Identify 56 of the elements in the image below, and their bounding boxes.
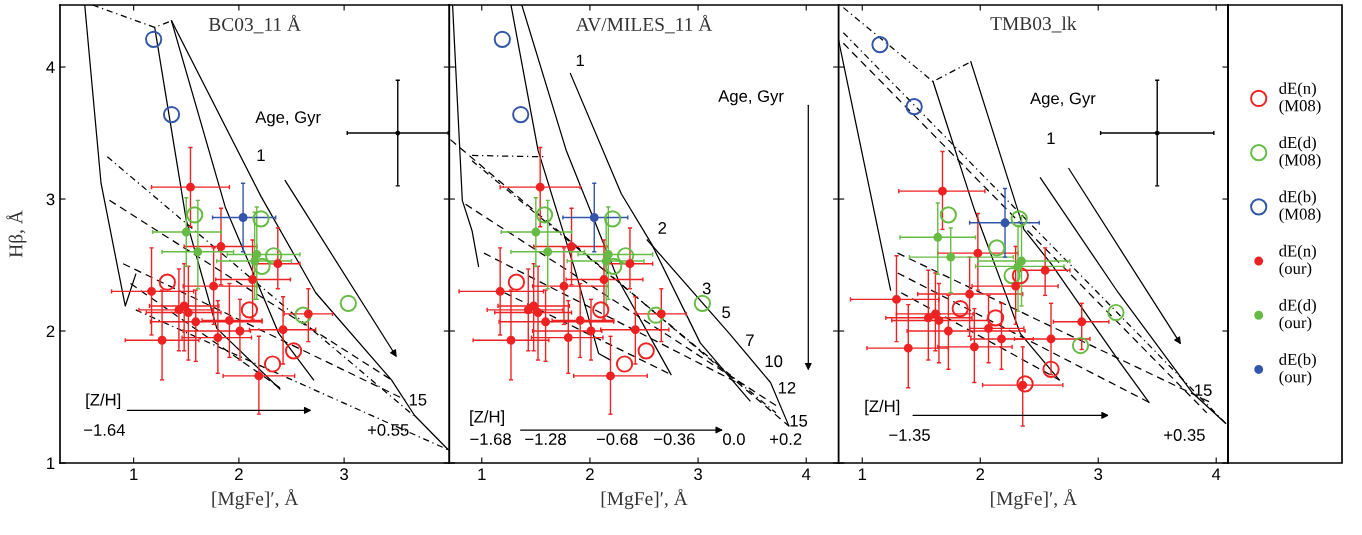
annotation: 3	[702, 282, 711, 295]
legend-label: dE(d) (M08)	[1279, 136, 1321, 169]
y-tick-label: 4	[46, 61, 55, 74]
annotation: +0.35	[1164, 429, 1205, 441]
chart-title: BC03_11 Å	[208, 14, 301, 34]
annotation: 2	[658, 222, 667, 234]
x-tick-label: 3	[1094, 468, 1103, 481]
annotation: +0.2	[770, 433, 802, 446]
x-tick-label: 2	[235, 468, 243, 480]
annotation: 15	[409, 394, 427, 406]
annotation: 7	[746, 334, 754, 346]
annotation: −1.28	[525, 433, 566, 446]
annotation: −1.64	[84, 424, 125, 436]
annotation: 1	[257, 149, 265, 161]
y-axis-title: Hβ, Å	[6, 210, 27, 258]
annotation: 15	[1195, 384, 1212, 397]
legend-label: dE(n) (our)	[1279, 244, 1316, 278]
annotation: 12	[778, 381, 796, 394]
annotation: 1	[576, 54, 584, 67]
legend-label: dE(d) (our)	[1279, 299, 1316, 332]
text: TMB03_lk	[990, 16, 1077, 33]
x-tick-label: 2	[586, 468, 594, 480]
annotation: [Z/H]	[470, 410, 504, 426]
annotation: 1	[1047, 132, 1055, 144]
annotation: Age, Gyr	[1030, 92, 1096, 108]
x-axis-title: [MgFe]′, Å	[212, 488, 299, 510]
y-tick-label: 3	[46, 193, 55, 206]
y-tick-label: 1	[47, 457, 55, 470]
x-tick-label: 4	[1211, 468, 1221, 480]
annotation: [Z/H]	[865, 399, 900, 416]
annotation: −1.35	[889, 429, 930, 441]
annotation: −0.68	[596, 433, 638, 446]
annotation: [Z/H]	[86, 393, 121, 409]
x-tick-label: 2	[976, 468, 985, 480]
x-axis-title: [MgFe]′, Å	[601, 488, 688, 510]
x-tick-label: 1	[478, 468, 486, 480]
chart-title: AV/MILES_11 Å	[575, 14, 713, 34]
annotation: −1.68	[470, 433, 511, 446]
x-tick-label: 1	[130, 468, 138, 480]
annotation: 5	[722, 306, 731, 319]
legend-label: dE(b) (our)	[1279, 353, 1316, 386]
x-tick-label: 1	[858, 468, 867, 480]
annotation: 10	[765, 355, 783, 368]
x-axis-title: [MgFe]′, Å	[991, 488, 1077, 510]
annotation: 15	[790, 415, 808, 427]
legend-label: dE(b) (M08)	[1279, 190, 1321, 224]
legend-label: dE(n) (M08)	[1279, 82, 1321, 115]
annotation: Age, Gyr	[718, 90, 784, 106]
annotation: +0.55	[367, 424, 409, 436]
annotation: −0.36	[654, 433, 695, 446]
annotation: 0.0	[723, 433, 745, 446]
x-tick-label: 3	[694, 468, 702, 481]
y-tick-label: 2	[46, 325, 55, 338]
annotation: Age, Gyr	[255, 111, 321, 127]
x-tick-label: 4	[801, 468, 811, 480]
x-tick-label: 3	[340, 468, 349, 481]
